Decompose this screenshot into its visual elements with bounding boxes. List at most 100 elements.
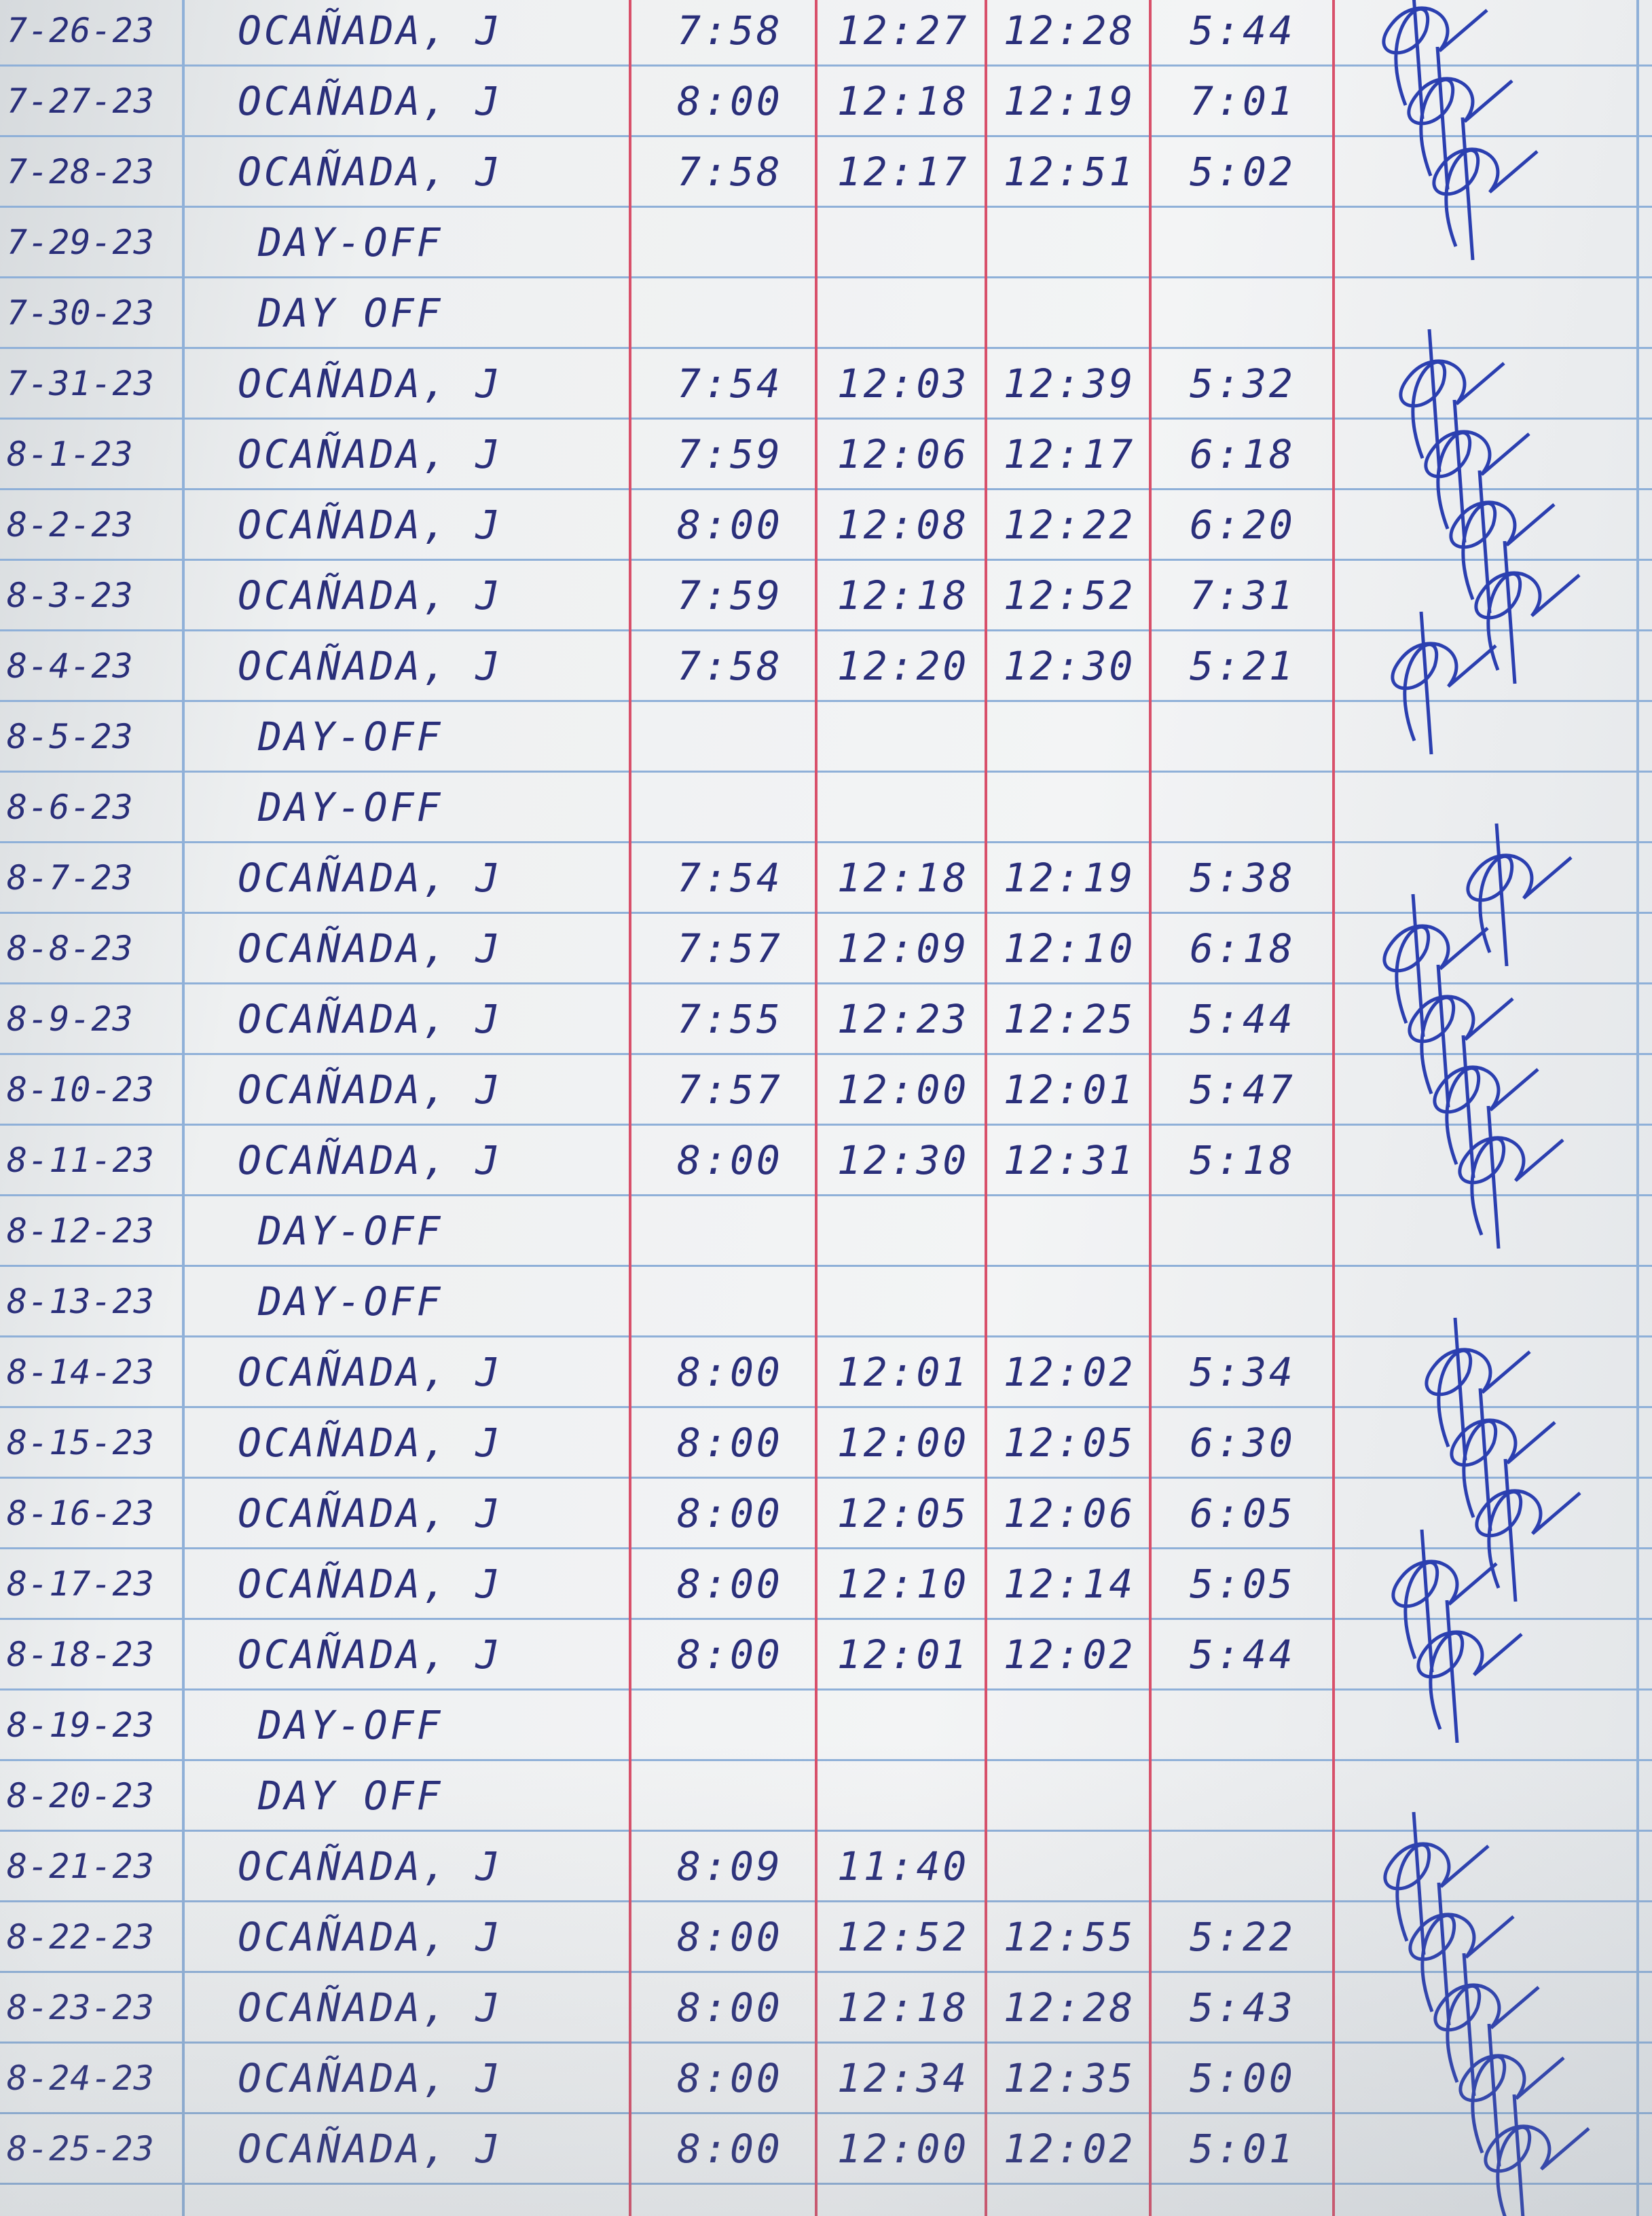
lunch-out-cell: 12:08 [837,501,970,548]
date-cell: 8-5-23 [7,716,134,756]
time-out-cell: 6:30 [1190,1419,1296,1466]
date-cell: 8-11-23 [7,1140,155,1180]
time-in-cell: 7:57 [677,925,783,972]
lunch-in-cell: 12:30 [1003,642,1136,689]
name-cell: OCAÑADA, J [238,854,502,901]
time-out-cell: 5:44 [1190,995,1296,1042]
column-divider [1149,0,1152,2216]
log-row: 7-28-23 OCAÑADA, J 7:58 12:17 12:51 5:02 [0,137,1652,208]
name-cell: OCAÑADA, J [238,925,502,972]
time-out-cell: 5:01 [1190,2125,1296,2172]
time-in-cell: 7:55 [677,995,783,1042]
lunch-out-cell: 12:18 [837,854,970,901]
column-divider [985,0,987,2216]
lunch-out-cell: 12:30 [837,1137,970,1183]
date-cell: 8-7-23 [7,857,134,898]
log-row: 8-25-23 OCAÑADA, J 8:00 12:00 12:02 5:01 [0,2114,1652,2185]
signature-mark [1408,964,1514,1108]
log-row: 8-16-23 OCAÑADA, J 8:00 12:05 12:06 6:05 [0,1479,1652,1549]
log-row: 8-9-23 OCAÑADA, J 7:55 12:23 12:25 5:44 [0,984,1652,1055]
name-cell: OCAÑADA, J [238,1348,502,1395]
time-in-cell: 8:00 [677,2125,783,2172]
column-divider [182,0,185,2216]
lunch-in-cell: 12:17 [1003,430,1136,477]
signature-mark [1466,823,1573,967]
lunch-out-cell: 12:18 [837,572,970,618]
time-in-cell: 8:09 [677,1843,783,1889]
column-divider [1332,0,1335,2216]
lunch-out-cell: 12:09 [837,925,970,972]
time-in-cell: 8:00 [677,1913,783,1960]
lunch-in-cell: 12:28 [1003,7,1136,54]
log-row: 8-15-23 OCAÑADA, J 8:00 12:00 12:05 6:30 [0,1408,1652,1479]
name-cell: OCAÑADA, J [238,1984,502,2031]
name-cell: OCAÑADA, J [238,1560,502,1607]
log-row: 7-31-23 OCAÑADA, J 7:54 12:03 12:39 5:32 [0,349,1652,420]
log-row: 8-20-23 DAY OFF [0,1761,1652,1832]
time-in-cell: 8:00 [677,501,783,548]
log-row: 8-13-23 DAY-OFF [0,1267,1652,1337]
lunch-out-cell: 12:52 [837,1913,970,1960]
time-out-cell: 5:38 [1190,854,1296,901]
name-cell: OCAÑADA, J [238,2125,502,2172]
date-cell: 8-25-23 [7,2128,155,2168]
lunch-in-cell: 12:35 [1003,2054,1136,2101]
time-in-cell: 7:58 [677,642,783,689]
lunch-out-cell: 12:01 [837,1631,970,1678]
time-in-cell: 8:00 [677,1490,783,1536]
lunch-in-cell: 12:55 [1003,1913,1136,1960]
time-in-cell: 8:00 [677,1348,783,1395]
log-row: 7-27-23 OCAÑADA, J 8:00 12:18 12:19 7:01 [0,67,1652,137]
lunch-out-cell: 12:23 [837,995,970,1042]
name-cell: OCAÑADA, J [238,1137,502,1183]
time-out-cell: 5:32 [1190,360,1296,407]
lunch-out-cell: 12:20 [837,642,970,689]
date-cell: 8-21-23 [7,1846,155,1886]
time-out-cell: 5:05 [1190,1560,1296,1607]
name-cell: DAY-OFF [258,1278,443,1325]
lunch-out-cell: 12:00 [837,2125,970,2172]
lunch-in-cell: 12:19 [1003,77,1136,124]
date-cell: 8-1-23 [7,434,134,474]
name-cell: OCAÑADA, J [238,360,502,407]
date-cell: 7-31-23 [7,363,155,403]
time-out-cell: 7:31 [1190,572,1296,618]
time-in-cell: 7:58 [677,148,783,195]
time-out-cell: 6:18 [1190,925,1296,972]
log-row: 8-12-23 DAY-OFF [0,1196,1652,1267]
log-row: 8-24-23 OCAÑADA, J 8:00 12:34 12:35 5:00 [0,2044,1652,2114]
log-row: 7-29-23 DAY-OFF [0,208,1652,278]
log-row: 8-1-23 OCAÑADA, J 7:59 12:06 12:17 6:18 [0,420,1652,490]
name-cell: OCAÑADA, J [238,642,502,689]
time-in-cell: 8:00 [677,1560,783,1607]
log-row: 8-22-23 OCAÑADA, J 8:00 12:52 12:55 5:22 [0,1902,1652,1973]
name-cell: DAY-OFF [258,783,443,830]
signature-mark [1407,46,1513,190]
time-out-cell: 5:43 [1190,1984,1296,2031]
signature-mark [1433,1953,1540,2097]
time-in-cell: 8:00 [677,1419,783,1466]
column-divider [1636,0,1639,2216]
time-in-cell: 7:54 [677,854,783,901]
date-cell: 8-12-23 [7,1211,155,1251]
name-cell: OCAÑADA, J [238,7,502,54]
date-cell: 8-9-23 [7,999,134,1039]
column-divider [629,0,631,2216]
lunch-in-cell: 12:25 [1003,995,1136,1042]
time-out-cell: 5:18 [1190,1137,1296,1183]
lunch-out-cell: 12:10 [837,1560,970,1607]
name-cell: OCAÑADA, J [238,1843,502,1889]
signature-mark [1449,470,1556,614]
time-out-cell: 5:21 [1190,642,1296,689]
date-cell: 8-8-23 [7,928,134,968]
time-out-cell: 5:47 [1190,1066,1296,1113]
lunch-in-cell: 12:52 [1003,572,1136,618]
time-out-cell: 5:44 [1190,7,1296,54]
log-row: 8-5-23 DAY-OFF [0,702,1652,773]
lunch-in-cell: 12:02 [1003,1631,1136,1678]
lunch-in-cell: 12:51 [1003,148,1136,195]
lunch-out-cell: 12:34 [837,2054,970,2101]
lunch-in-cell: 12:39 [1003,360,1136,407]
log-row: 8-3-23 OCAÑADA, J 7:59 12:18 12:52 7:31 [0,561,1652,631]
name-cell: OCAÑADA, J [238,1631,502,1678]
